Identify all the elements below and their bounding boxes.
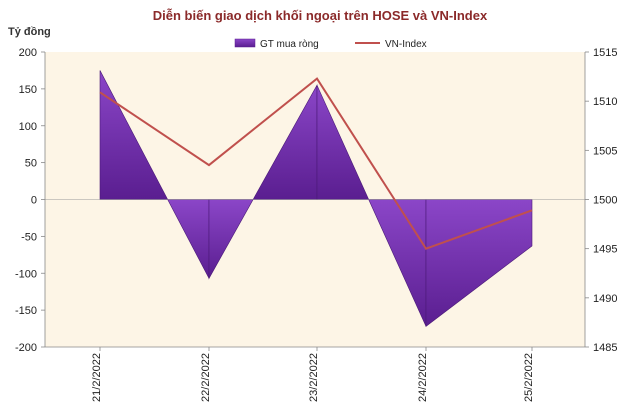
x-tick-label: 21/2/2022 (91, 353, 103, 402)
x-tick-label: 23/2/2022 (308, 353, 320, 402)
left-tick-label: -150 (15, 305, 37, 317)
chart-title: Diễn biến giao dịch khối ngoại trên HOSE… (153, 8, 488, 23)
net-buy-area-layer (45, 70, 585, 327)
left-tick-label: -200 (15, 342, 37, 354)
right-tick-label: 1505 (593, 145, 617, 157)
y-axis-label: Tỷ đồng (8, 26, 51, 38)
left-tick-label: 150 (19, 84, 37, 96)
x-tick-label: 24/2/2022 (417, 353, 429, 402)
vnindex-line-layer (99, 77, 533, 250)
x-tick-label: 22/2/2022 (200, 353, 212, 402)
x-tick-label: 25/2/2022 (523, 353, 535, 402)
axes-layer: 200 150 100 50 0 -50 -100 -150 -200 1515 1510 1505 1… (15, 47, 618, 402)
right-tick-label: 1515 (593, 47, 617, 59)
left-tick-label: -50 (21, 231, 37, 243)
left-tick-label: 100 (19, 121, 37, 133)
right-tick-label: 1500 (593, 195, 617, 207)
right-tick-label: 1495 (593, 244, 617, 256)
right-tick-label: 1485 (593, 342, 617, 354)
left-tick-label: -100 (15, 268, 37, 280)
right-tick-label: 1490 (593, 293, 617, 305)
legend: GT mua ròng VN-Index (234, 38, 427, 50)
legend-label-vnindex: VN-Index (385, 39, 427, 50)
left-tick-label: 50 (25, 158, 37, 170)
legend-swatch-net-buy (234, 38, 256, 48)
legend-label-net-buy: GT mua ròng (260, 39, 319, 50)
left-tick-label: 200 (19, 47, 37, 59)
right-tick-label: 1510 (593, 96, 617, 108)
left-tick-label: 0 (31, 195, 37, 207)
